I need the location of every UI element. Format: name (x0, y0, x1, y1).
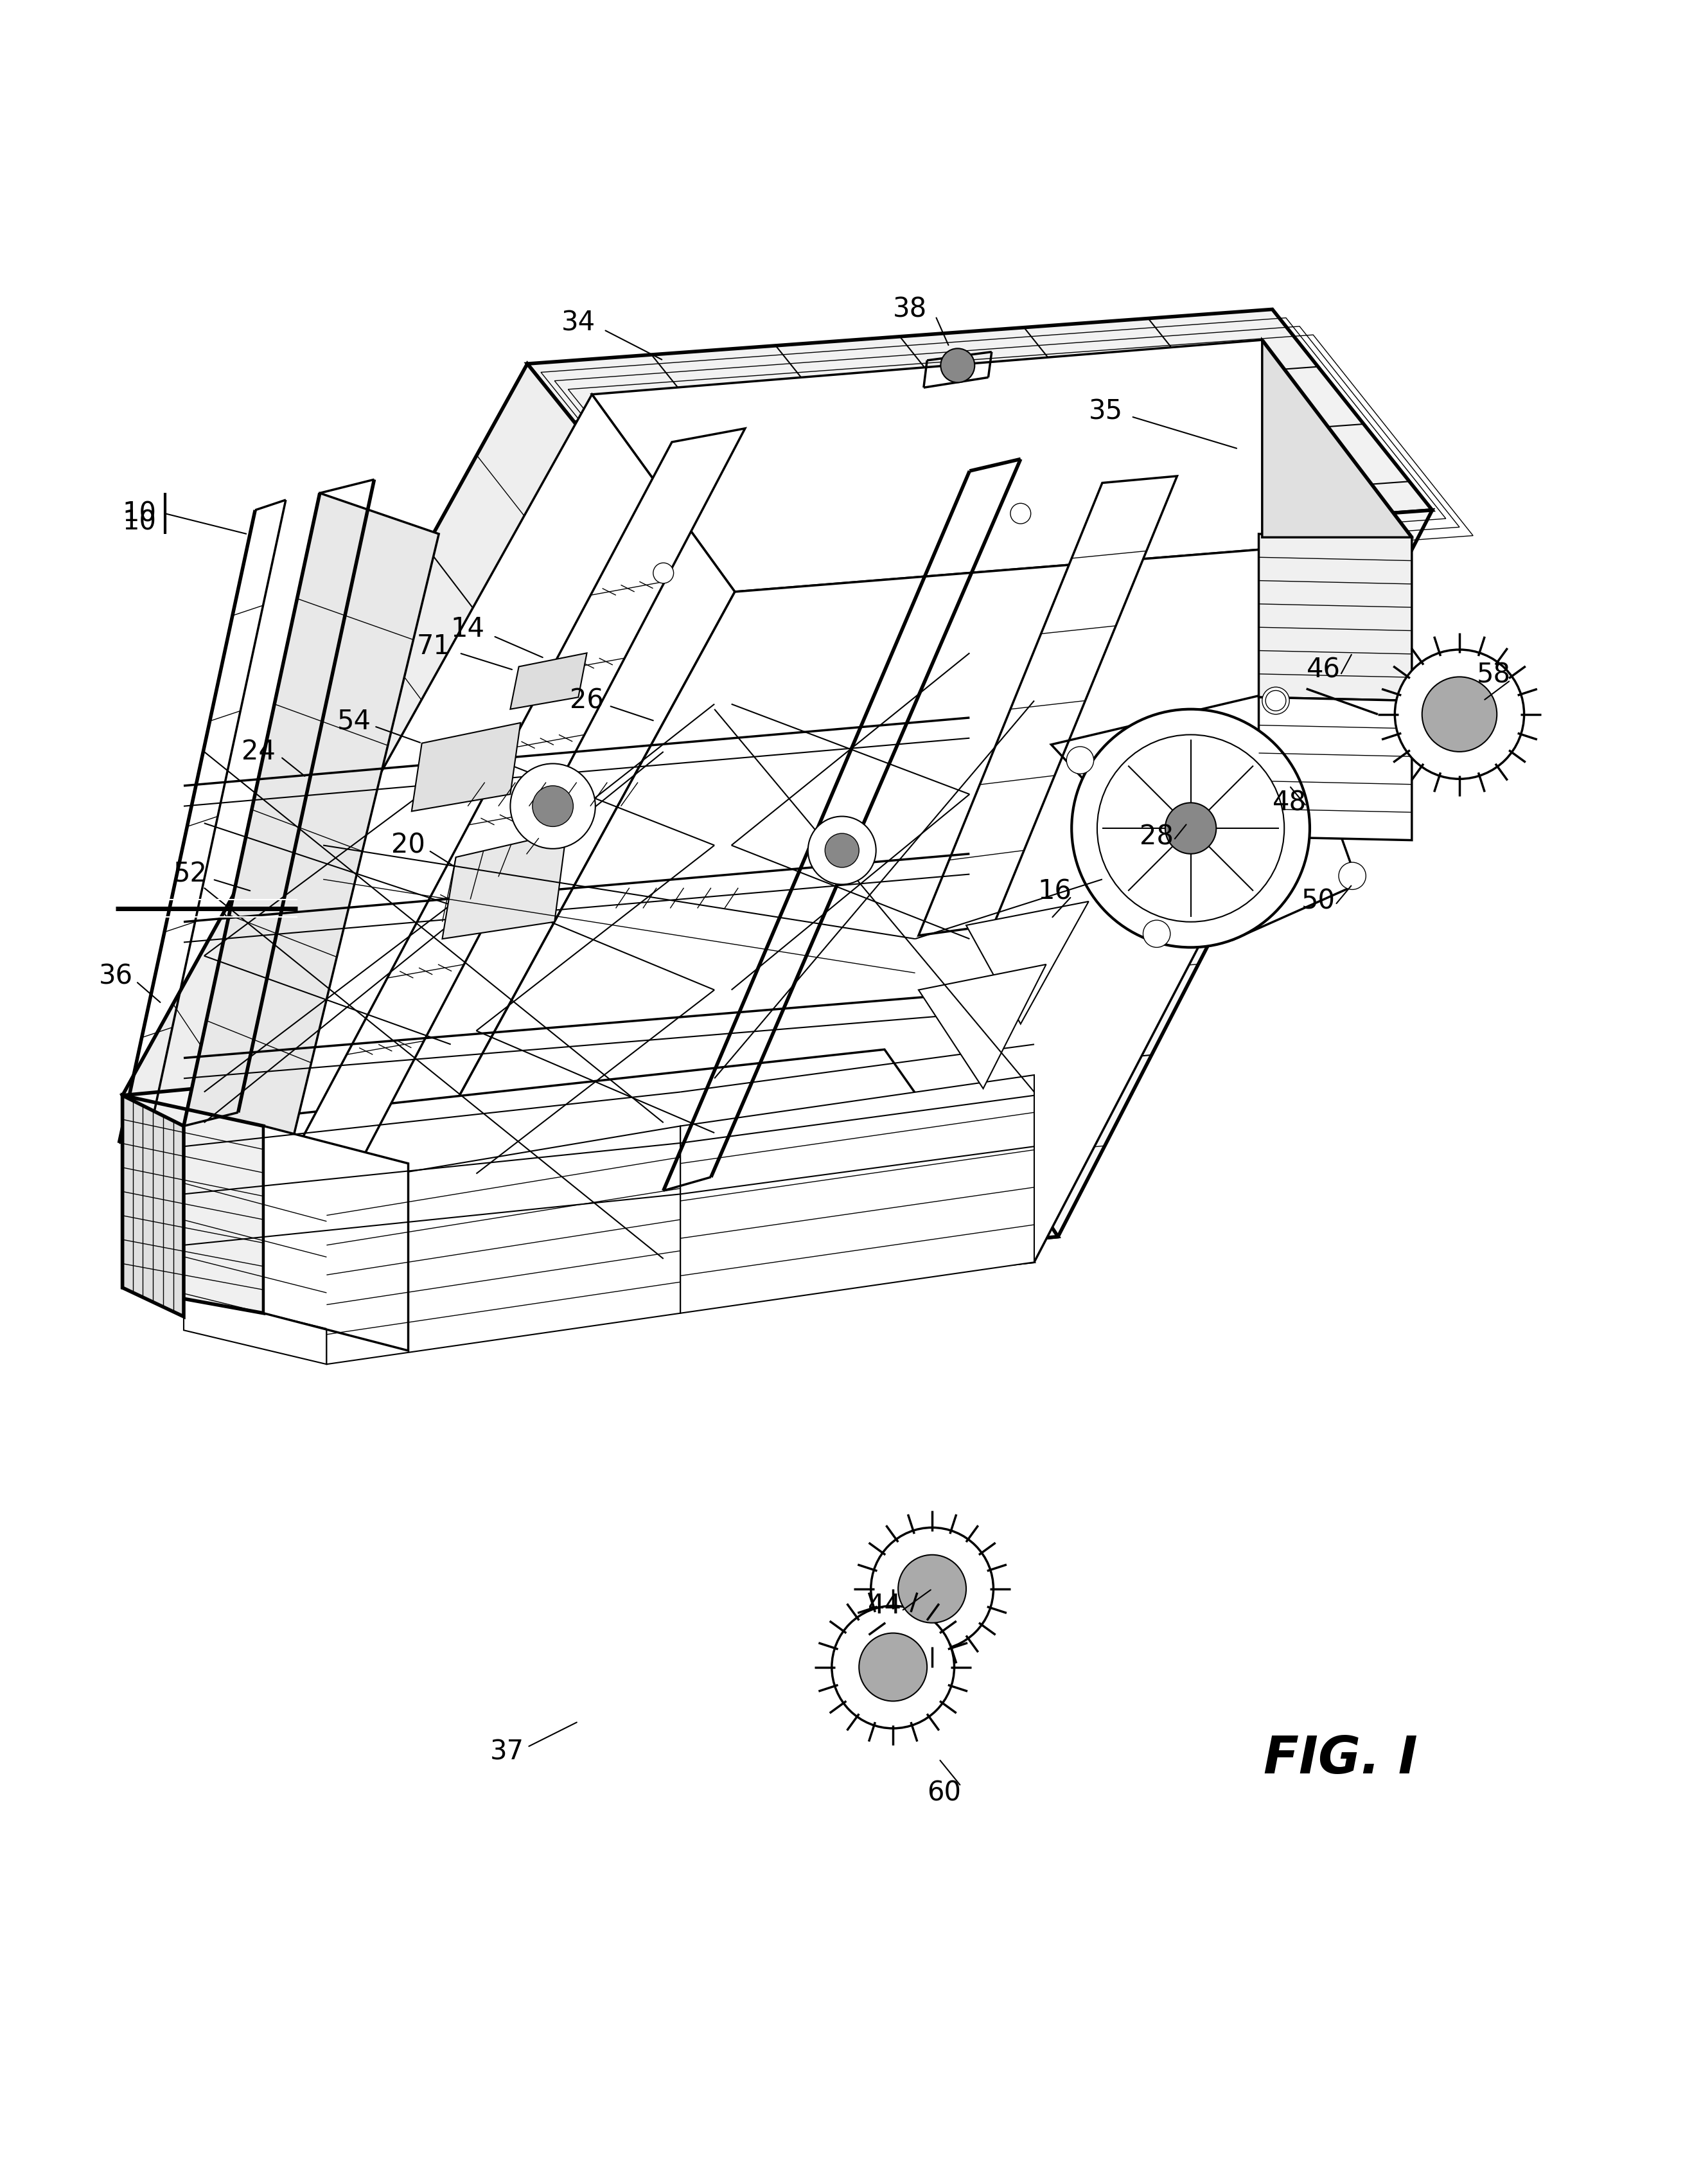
Polygon shape (184, 1051, 1034, 1339)
Text: FIG. I: FIG. I (1264, 1734, 1417, 1784)
Circle shape (1072, 710, 1310, 948)
Polygon shape (122, 1096, 264, 1313)
Text: 58: 58 (1476, 662, 1510, 688)
Polygon shape (1262, 341, 1412, 537)
Text: 10: 10 (122, 509, 156, 535)
Polygon shape (592, 341, 1412, 592)
Circle shape (859, 1634, 927, 1701)
Text: 50: 50 (1301, 889, 1335, 915)
Circle shape (825, 834, 859, 867)
Text: 26: 26 (570, 688, 604, 714)
Text: 44: 44 (868, 1592, 902, 1618)
Text: 36: 36 (99, 963, 133, 989)
Text: 20: 20 (391, 832, 425, 858)
Polygon shape (966, 902, 1089, 1024)
Circle shape (1266, 690, 1286, 710)
Polygon shape (442, 832, 566, 939)
Circle shape (1143, 919, 1170, 948)
Text: 52: 52 (174, 860, 208, 887)
Polygon shape (327, 1127, 680, 1365)
Circle shape (1395, 649, 1524, 780)
Text: 60: 60 (927, 1780, 961, 1806)
Polygon shape (122, 1020, 1058, 1313)
Text: 46: 46 (1306, 657, 1340, 684)
Text: 10: 10 (122, 500, 156, 526)
Polygon shape (412, 723, 521, 810)
Polygon shape (264, 511, 1432, 1313)
Circle shape (1097, 734, 1284, 922)
Circle shape (1339, 863, 1366, 889)
Text: 34: 34 (561, 310, 595, 336)
Text: 37: 37 (490, 1738, 524, 1765)
Polygon shape (122, 1096, 184, 1317)
Text: 28: 28 (1140, 823, 1174, 850)
Polygon shape (919, 965, 1046, 1088)
Polygon shape (264, 1127, 408, 1350)
Polygon shape (1259, 533, 1412, 701)
Circle shape (941, 349, 975, 382)
Circle shape (532, 786, 573, 826)
Polygon shape (184, 1147, 327, 1365)
Circle shape (510, 764, 595, 850)
Circle shape (1067, 747, 1094, 773)
Polygon shape (265, 428, 745, 1208)
Polygon shape (184, 395, 735, 1339)
Polygon shape (919, 476, 1177, 935)
Polygon shape (1259, 697, 1412, 841)
Polygon shape (122, 1020, 1058, 1313)
Text: 14: 14 (451, 616, 485, 642)
Polygon shape (527, 310, 1432, 563)
Circle shape (1422, 677, 1497, 751)
Polygon shape (327, 537, 1412, 1339)
Circle shape (832, 1605, 954, 1728)
Circle shape (1262, 688, 1289, 714)
Polygon shape (122, 365, 689, 1313)
Text: 54: 54 (337, 708, 371, 734)
Text: 24: 24 (242, 738, 276, 764)
Text: 16: 16 (1038, 878, 1072, 904)
Circle shape (808, 817, 876, 885)
Polygon shape (527, 310, 1432, 563)
Polygon shape (184, 494, 439, 1168)
Circle shape (1010, 502, 1031, 524)
Text: 71: 71 (417, 633, 451, 660)
Circle shape (1165, 804, 1216, 854)
Polygon shape (122, 365, 689, 1313)
Polygon shape (680, 1075, 1034, 1313)
Polygon shape (510, 653, 587, 710)
Text: 48: 48 (1272, 788, 1306, 817)
Text: 38: 38 (893, 295, 927, 323)
Text: 35: 35 (1089, 397, 1123, 426)
Circle shape (653, 563, 674, 583)
Circle shape (898, 1555, 966, 1623)
Circle shape (871, 1527, 993, 1651)
